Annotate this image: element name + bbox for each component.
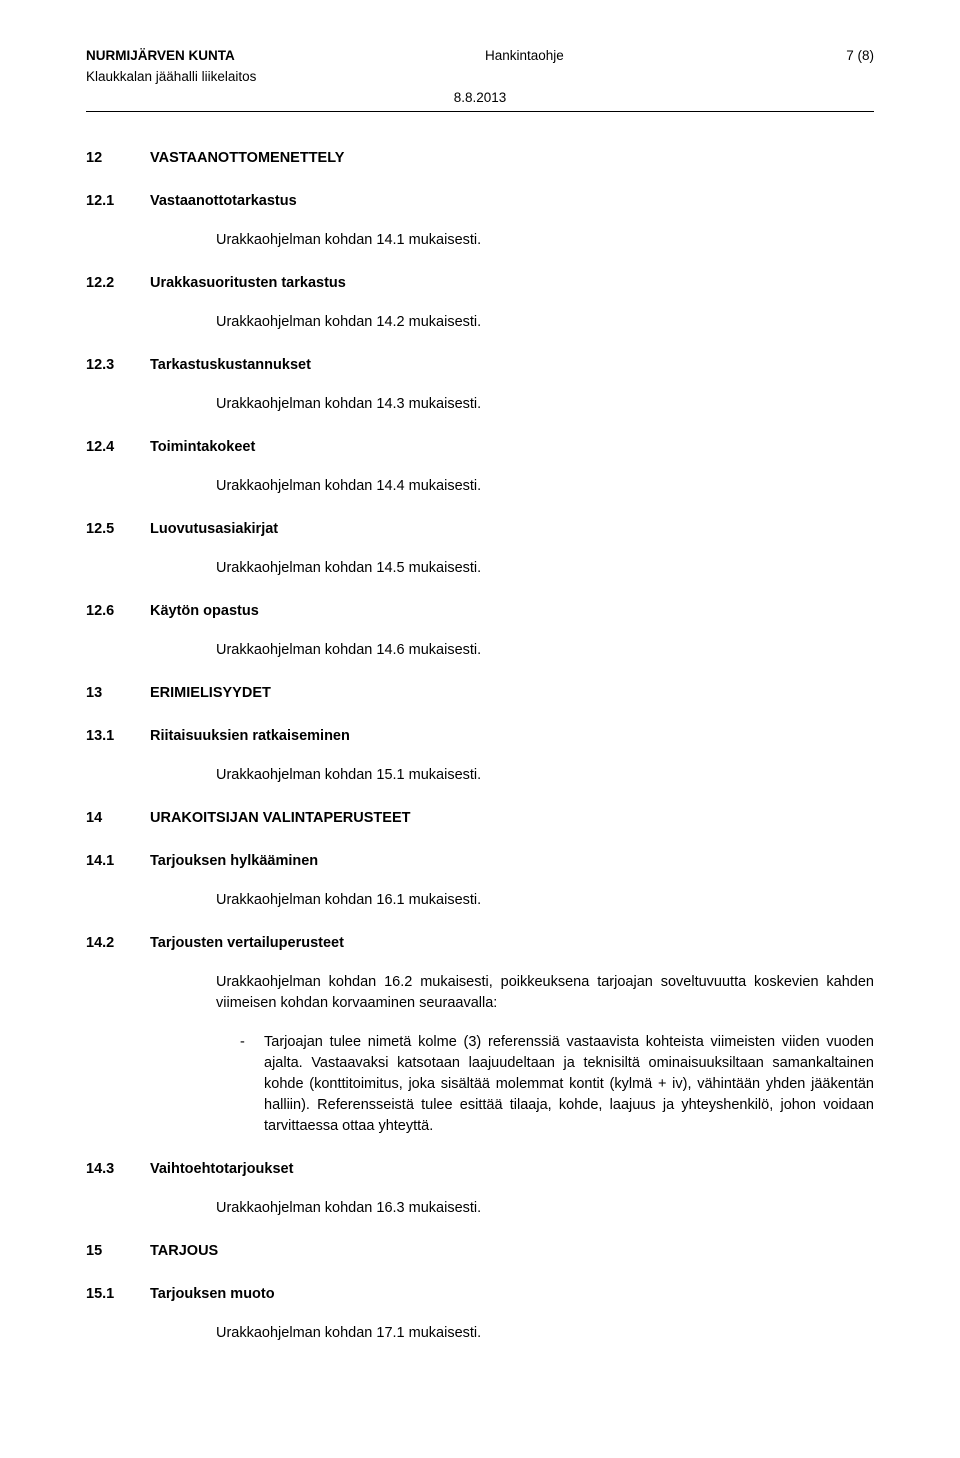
section-body: Urakkaohjelman kohdan 14.3 mukaisesti. <box>216 394 874 415</box>
section-title: Tarjousten vertailuperusteet <box>150 933 874 954</box>
section-title: Tarjouksen hylkääminen <box>150 851 874 872</box>
section-title: Tarjouksen muoto <box>150 1284 874 1305</box>
header-doc-title: Hankintaohje <box>235 48 814 63</box>
section-title: TARJOUS <box>150 1241 874 1262</box>
section-body: Urakkaohjelman kohdan 17.1 mukaisesti. <box>216 1323 874 1344</box>
section-heading: 14URAKOITSIJAN VALINTAPERUSTEET <box>86 808 874 829</box>
section-number: 12 <box>86 148 150 169</box>
bullet-text: Tarjoajan tulee nimetä kolme (3) referen… <box>264 1032 874 1137</box>
bullet-dash: - <box>240 1032 264 1053</box>
section-number: 12.3 <box>86 355 150 376</box>
section-heading: 12.3Tarkastuskustannukset <box>86 355 874 376</box>
bullet-item: -Tarjoajan tulee nimetä kolme (3) refere… <box>240 1032 874 1137</box>
section-body: Urakkaohjelman kohdan 16.1 mukaisesti. <box>216 890 874 911</box>
section-title: ERIMIELISYYDET <box>150 683 874 704</box>
section-number: 12.2 <box>86 273 150 294</box>
section-heading: 14.1Tarjouksen hylkääminen <box>86 851 874 872</box>
header-date: 8.8.2013 <box>86 90 874 105</box>
section-heading: 14.3Vaihtoehtotarjoukset <box>86 1159 874 1180</box>
section-body: Urakkaohjelman kohdan 14.1 mukaisesti. <box>216 230 874 251</box>
section-body: Urakkaohjelman kohdan 15.1 mukaisesti. <box>216 765 874 786</box>
section-body: Urakkaohjelman kohdan 14.5 mukaisesti. <box>216 558 874 579</box>
section-heading: 15.1Tarjouksen muoto <box>86 1284 874 1305</box>
section-heading: 12.2Urakkasuoritusten tarkastus <box>86 273 874 294</box>
section-body: Urakkaohjelman kohdan 14.6 mukaisesti. <box>216 640 874 661</box>
section-heading: 13ERIMIELISYYDET <box>86 683 874 704</box>
section-number: 12.5 <box>86 519 150 540</box>
section-heading: 13.1Riitaisuuksien ratkaiseminen <box>86 726 874 747</box>
section-heading: 14.2Tarjousten vertailuperusteet <box>86 933 874 954</box>
section-number: 13 <box>86 683 150 704</box>
section-heading: 15TARJOUS <box>86 1241 874 1262</box>
section-number: 14.2 <box>86 933 150 954</box>
section-body: Urakkaohjelman kohdan 16.3 mukaisesti. <box>216 1198 874 1219</box>
section-heading: 12.6Käytön opastus <box>86 601 874 622</box>
header-divider <box>86 111 874 112</box>
section-title: VASTAANOTTOMENETTELY <box>150 148 874 169</box>
section-number: 13.1 <box>86 726 150 747</box>
section-number: 14.1 <box>86 851 150 872</box>
section-heading: 12VASTAANOTTOMENETTELY <box>86 148 874 169</box>
section-heading: 12.5Luovutusasiakirjat <box>86 519 874 540</box>
section-heading: 12.4Toimintakokeet <box>86 437 874 458</box>
section-number: 14.3 <box>86 1159 150 1180</box>
section-number: 15.1 <box>86 1284 150 1305</box>
section-number: 14 <box>86 808 150 829</box>
header-page-number: 7 (8) <box>814 48 874 63</box>
section-body: Urakkaohjelman kohdan 16.2 mukaisesti, p… <box>216 972 874 1014</box>
section-title: Riitaisuuksien ratkaiseminen <box>150 726 874 747</box>
section-title: Tarkastuskustannukset <box>150 355 874 376</box>
section-title: Käytön opastus <box>150 601 874 622</box>
header-org: NURMIJÄRVEN KUNTA <box>86 48 235 63</box>
section-number: 12.6 <box>86 601 150 622</box>
section-body: Urakkaohjelman kohdan 14.2 mukaisesti. <box>216 312 874 333</box>
section-number: 15 <box>86 1241 150 1262</box>
section-title: Urakkasuoritusten tarkastus <box>150 273 874 294</box>
section-number: 12.4 <box>86 437 150 458</box>
section-title: Vaihtoehtotarjoukset <box>150 1159 874 1180</box>
section-title: Vastaanottotarkastus <box>150 191 874 212</box>
section-body: Urakkaohjelman kohdan 14.4 mukaisesti. <box>216 476 874 497</box>
section-title: Luovutusasiakirjat <box>150 519 874 540</box>
header-top-row: NURMIJÄRVEN KUNTA Hankintaohje 7 (8) <box>86 48 874 67</box>
page: NURMIJÄRVEN KUNTA Hankintaohje 7 (8) Kla… <box>0 0 960 1458</box>
section-title: URAKOITSIJAN VALINTAPERUSTEET <box>150 808 874 829</box>
section-number: 12.1 <box>86 191 150 212</box>
page-header: NURMIJÄRVEN KUNTA Hankintaohje 7 (8) Kla… <box>86 48 874 112</box>
document-body: 12VASTAANOTTOMENETTELY 12.1Vastaanottotar… <box>86 148 874 1345</box>
section-title: Toimintakokeet <box>150 437 874 458</box>
header-suborg: Klaukkalan jäähalli liikelaitos <box>86 69 874 84</box>
section-heading: 12.1Vastaanottotarkastus <box>86 191 874 212</box>
